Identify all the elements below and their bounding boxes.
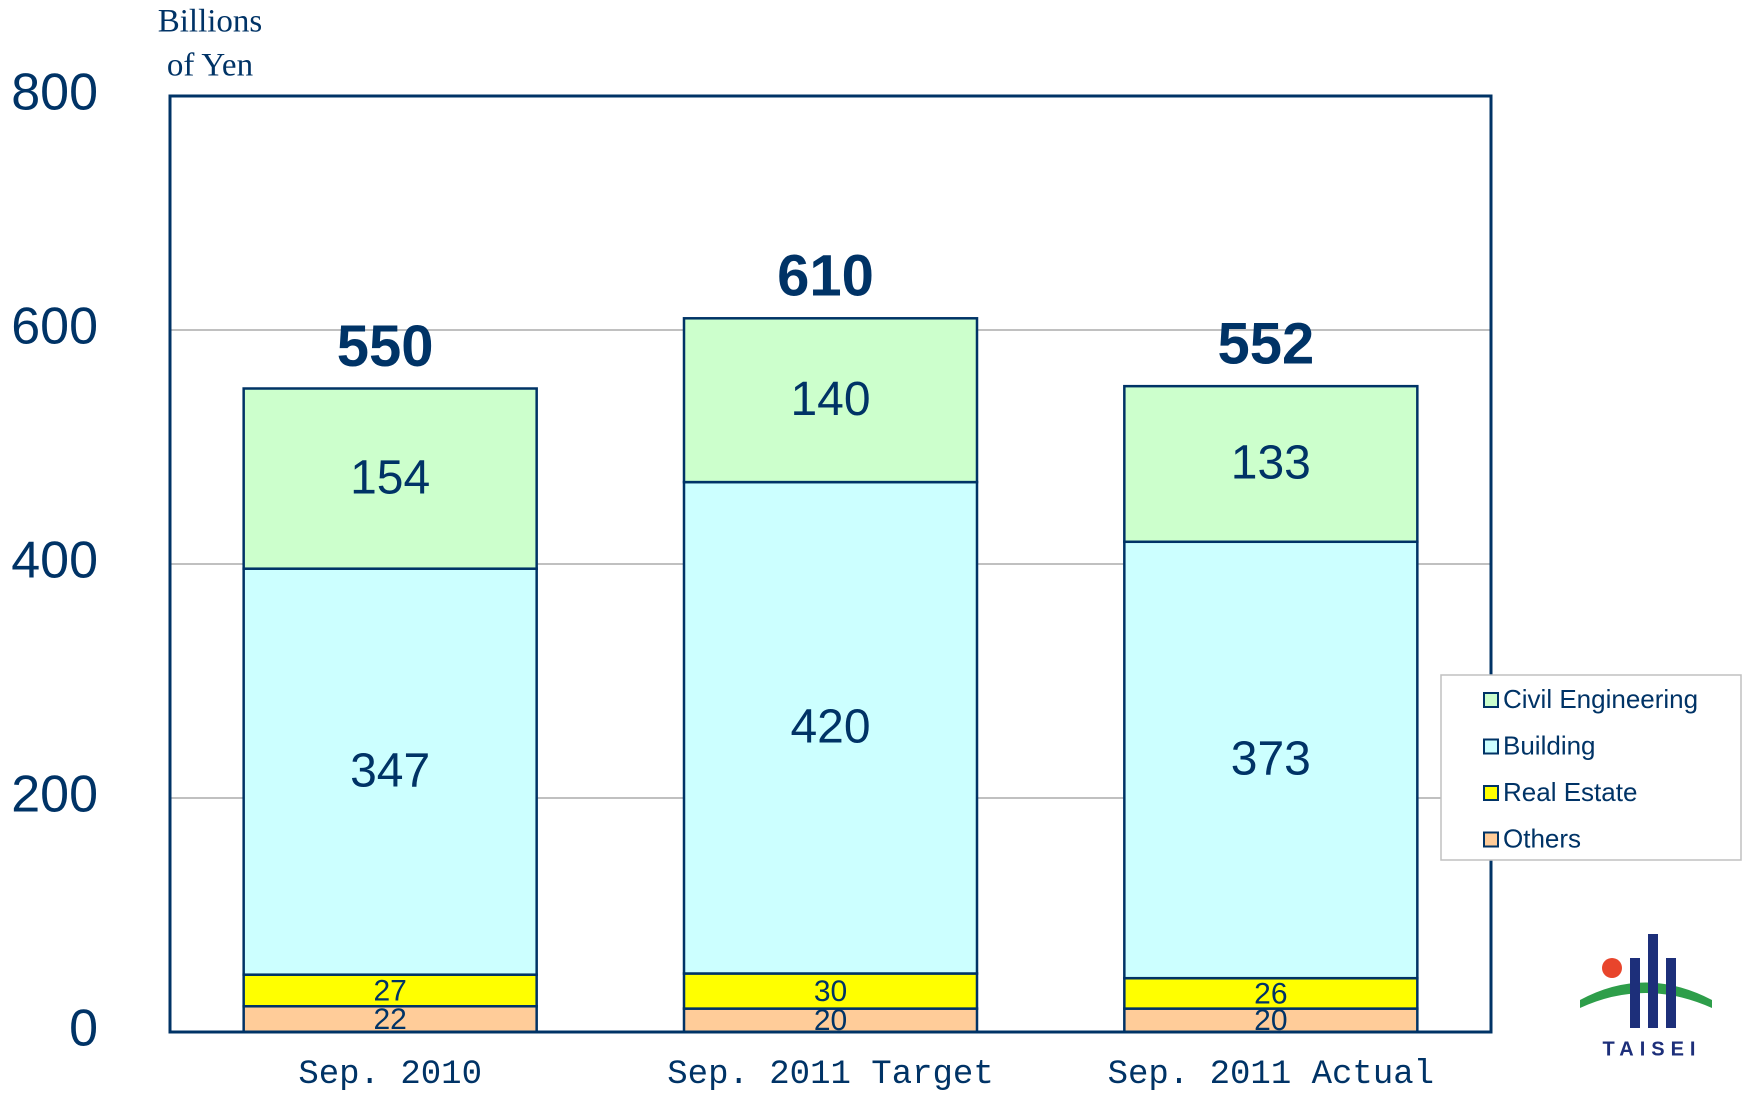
bar-segment bbox=[1123, 384, 1419, 544]
legend-swatch bbox=[1483, 738, 1499, 755]
legend: Civil Engineering Building Real Estate Othe… bbox=[1440, 674, 1742, 861]
bar-segment bbox=[1123, 540, 1419, 980]
x-tick-label: Sep. 2011 Target bbox=[667, 1056, 993, 1093]
y-tick-label: 800 bbox=[11, 64, 98, 122]
x-tick-label: Sep. 2011 Actual bbox=[1108, 1056, 1434, 1093]
legend-label: Civil Engineering bbox=[1503, 684, 1698, 714]
data-label: 347 bbox=[350, 744, 430, 797]
total-label: 550 bbox=[337, 314, 434, 379]
legend-label: Real Estate bbox=[1503, 777, 1637, 807]
data-label: 420 bbox=[790, 700, 870, 753]
data-label: 26 bbox=[1254, 977, 1287, 1010]
legend-swatch bbox=[1483, 831, 1499, 848]
bar-segment bbox=[242, 973, 538, 1008]
bar-segment bbox=[682, 317, 979, 484]
x-tick-label: Sep. 2010 bbox=[298, 1056, 482, 1093]
y-axis-label: of Yen bbox=[167, 48, 253, 84]
bar-segment bbox=[242, 387, 538, 570]
legend-label: Building bbox=[1503, 730, 1596, 760]
y-tick-label: 0 bbox=[69, 1000, 98, 1058]
legend-swatch bbox=[1483, 692, 1499, 708]
plot-border bbox=[168, 94, 1493, 1034]
data-label: 373 bbox=[1231, 733, 1311, 786]
legend-swatch bbox=[1483, 785, 1499, 801]
total-label: 552 bbox=[1217, 311, 1314, 376]
y-tick-label: 400 bbox=[11, 532, 98, 590]
legend-label: Others bbox=[1503, 823, 1581, 853]
bar-segment bbox=[1123, 976, 1419, 1010]
logo-text: TAISEI bbox=[1603, 1038, 1702, 1060]
y-tick-label: 600 bbox=[11, 298, 98, 356]
bar-segment bbox=[242, 567, 538, 976]
y-axis-label: Billions bbox=[158, 4, 263, 40]
data-label: 154 bbox=[350, 451, 430, 504]
bar-segment bbox=[682, 480, 979, 975]
data-label: 133 bbox=[1231, 437, 1311, 490]
data-label: 27 bbox=[373, 974, 406, 1007]
y-tick-label: 200 bbox=[11, 766, 98, 824]
total-label: 610 bbox=[777, 244, 874, 309]
data-label: 30 bbox=[814, 975, 847, 1008]
data-label: 140 bbox=[790, 373, 870, 426]
bar-segment bbox=[682, 972, 979, 1010]
logo: TAISEI bbox=[1580, 934, 1712, 1060]
